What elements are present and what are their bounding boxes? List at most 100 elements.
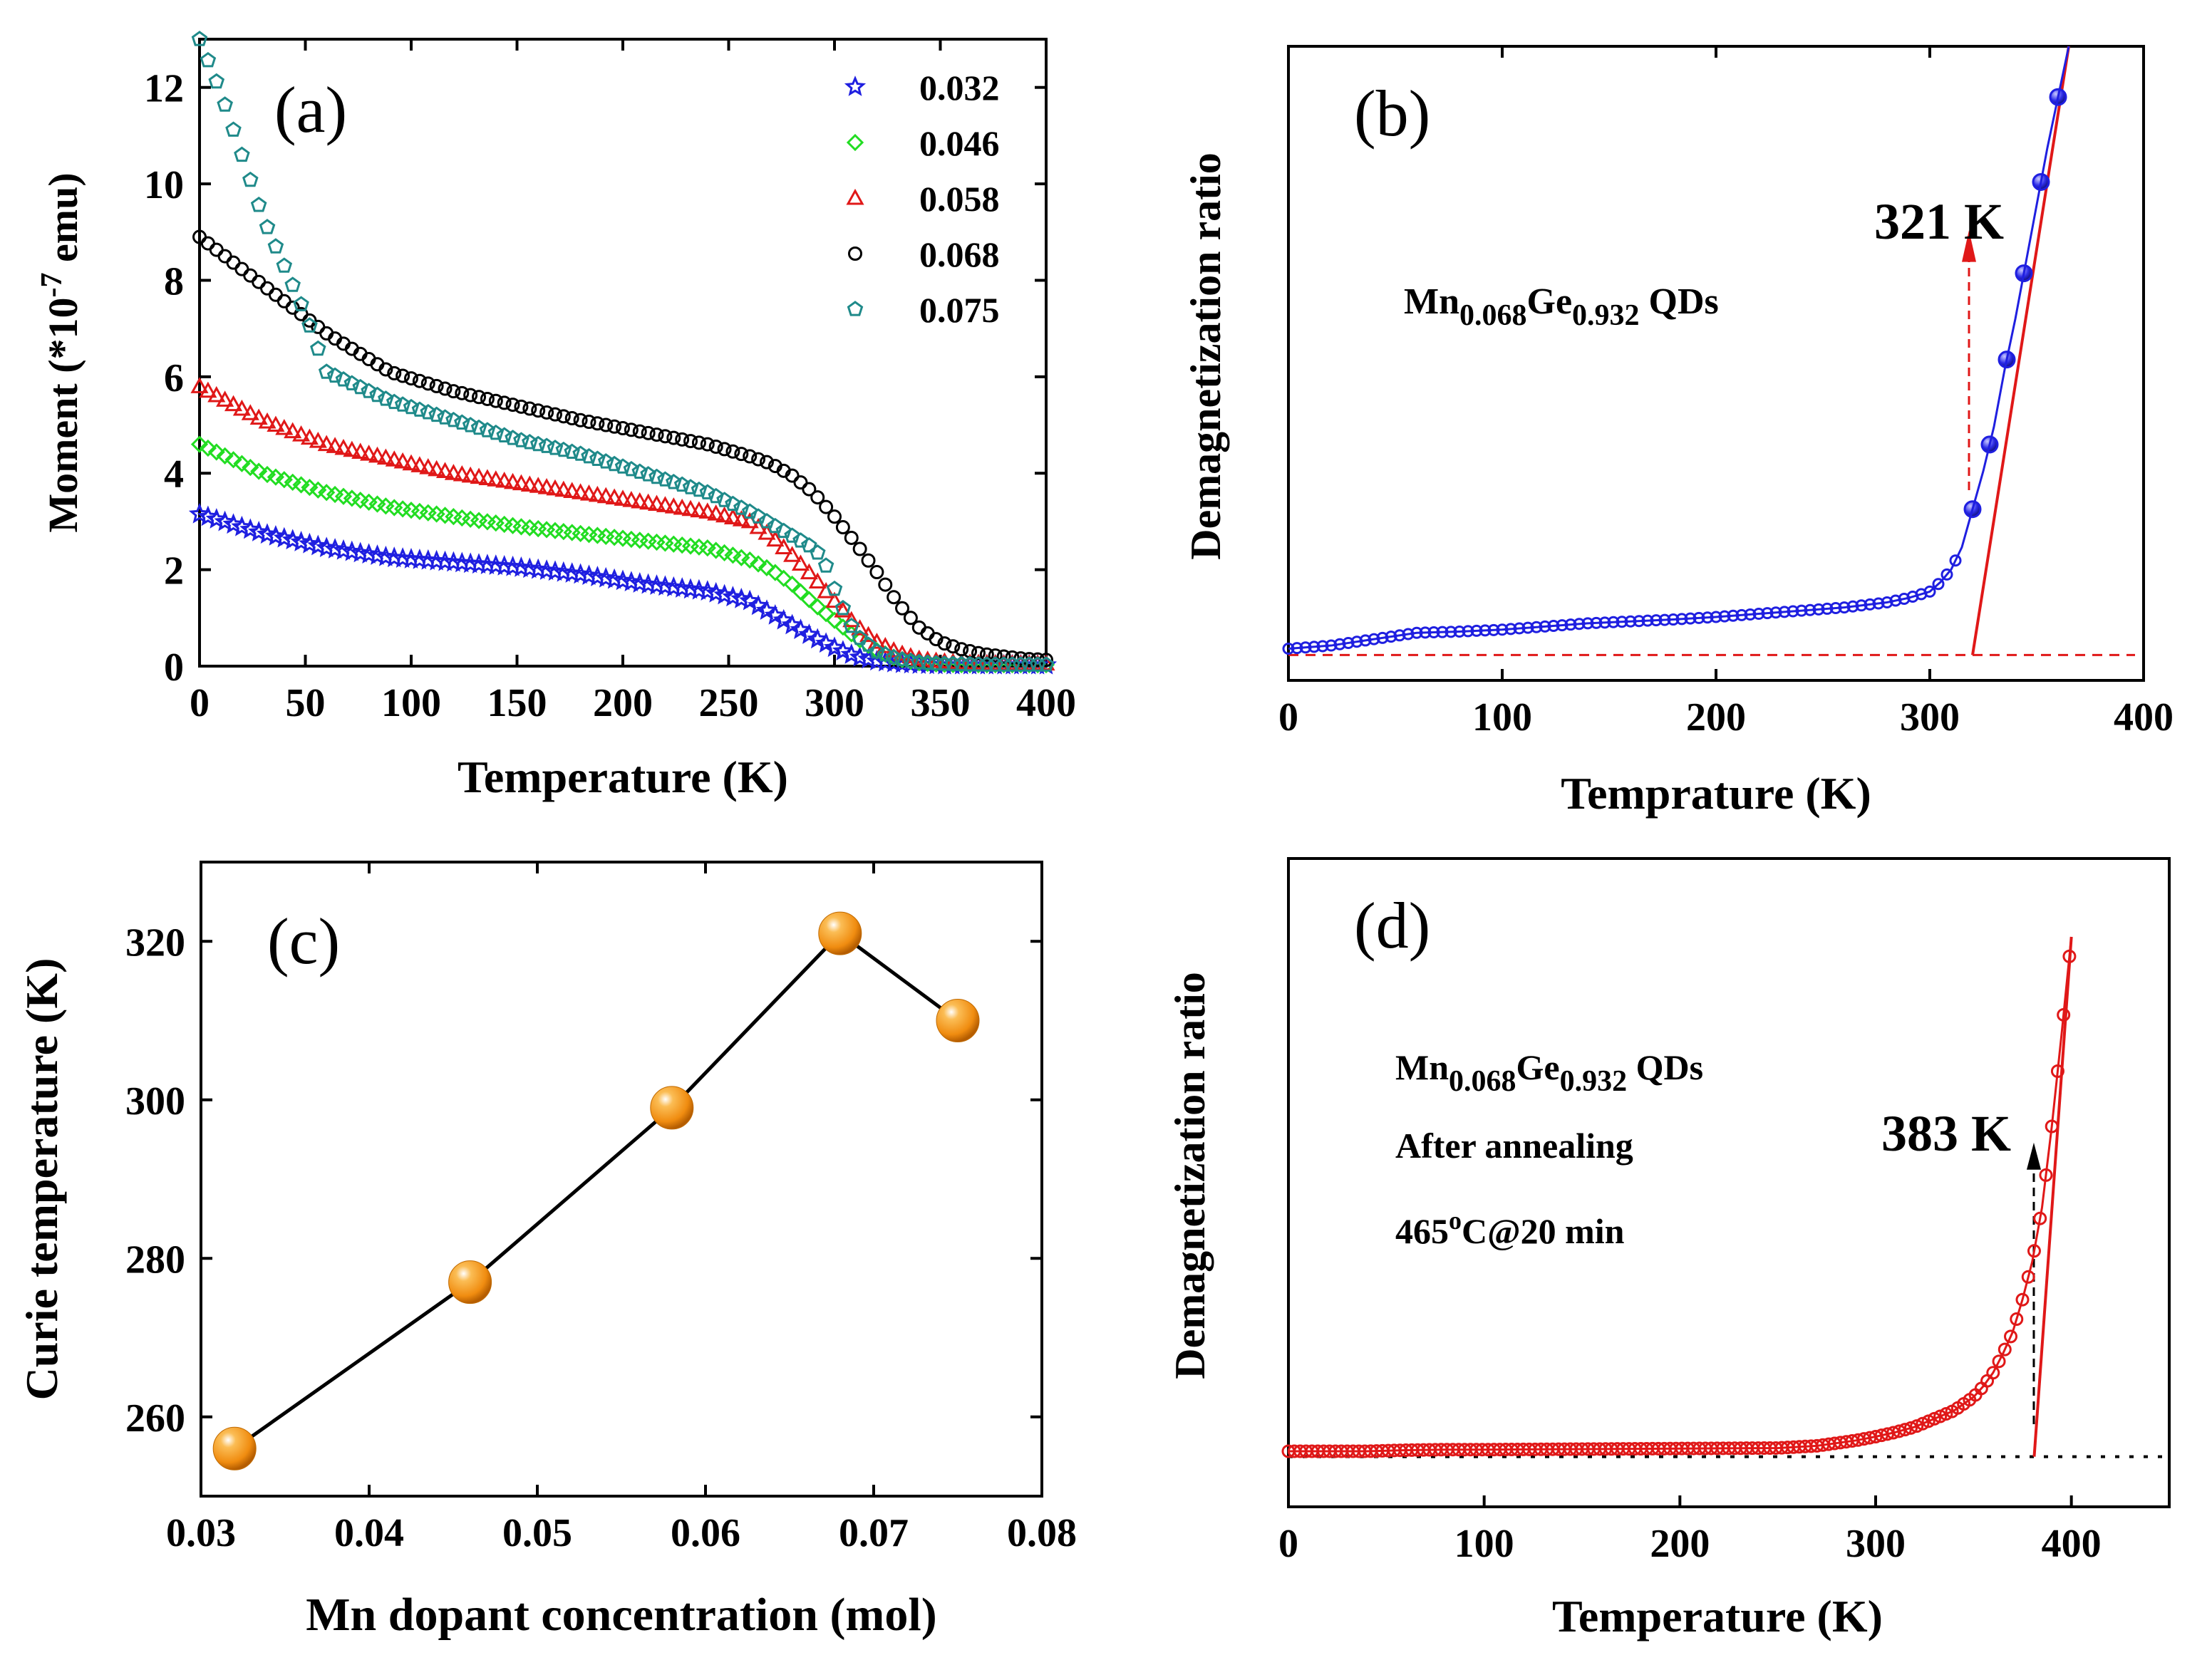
data-point	[791, 554, 810, 571]
data-point	[767, 517, 784, 534]
data-point	[267, 238, 284, 254]
data-point	[641, 425, 656, 440]
x-tick-label: 0	[190, 681, 210, 725]
data-point	[318, 363, 335, 379]
data-point	[250, 197, 267, 212]
data-point	[495, 471, 514, 488]
data-point	[861, 553, 876, 568]
data-point	[725, 495, 741, 512]
data-point	[225, 121, 242, 137]
data-point	[766, 564, 784, 581]
data-point	[448, 1260, 492, 1304]
panel-b-ticks: 0 100 200 300 400	[1278, 46, 2174, 740]
panel-c-label: (c)	[267, 905, 340, 977]
data-point	[1932, 578, 1945, 591]
data-point	[809, 598, 827, 616]
data-point	[1923, 585, 1936, 598]
data-point	[792, 532, 809, 548]
data-point	[480, 391, 495, 406]
data-point	[954, 642, 969, 657]
data-point	[928, 655, 944, 670]
x-tick-label: 200	[593, 681, 653, 725]
data-point	[590, 416, 605, 431]
data-point	[758, 559, 776, 577]
data-point	[209, 242, 224, 257]
data-point	[326, 367, 343, 383]
data-point	[402, 454, 420, 471]
data-point	[537, 477, 556, 494]
data-point	[895, 601, 910, 616]
data-point	[764, 603, 787, 625]
x-tick-label: 300	[805, 681, 864, 725]
data-point	[843, 617, 860, 633]
data-point	[743, 449, 758, 464]
x-tick-label: 400	[1016, 681, 1076, 725]
data-point	[605, 488, 624, 505]
data-point	[971, 645, 986, 660]
fit-line	[1971, 46, 2070, 655]
y-tick-label: 4	[164, 452, 184, 497]
data-point	[784, 527, 800, 543]
data-point	[292, 476, 310, 494]
data-point	[588, 485, 606, 502]
tc-arrow-head	[2026, 1142, 2041, 1170]
data-point	[428, 460, 446, 477]
data-point	[691, 435, 706, 450]
data-point	[216, 390, 234, 407]
data-point	[817, 557, 834, 573]
data-point	[429, 378, 444, 393]
data-point	[435, 462, 455, 479]
data-point	[834, 618, 852, 636]
data-point	[234, 146, 250, 162]
x-tick-label: 250	[699, 681, 759, 725]
data-point	[582, 415, 596, 430]
data-point	[200, 236, 215, 251]
data-point	[233, 455, 251, 472]
data-point	[259, 219, 276, 234]
data-point	[260, 281, 275, 296]
x-tick-label: 150	[487, 681, 547, 725]
data-point	[241, 404, 259, 420]
x-tick-label: 0.04	[334, 1511, 404, 1555]
data-point	[716, 492, 733, 507]
panel-b-series	[1282, 46, 2070, 655]
data-point	[835, 520, 850, 535]
data-point	[326, 437, 344, 453]
data-point	[216, 447, 234, 465]
data-point	[1892, 1424, 1906, 1438]
data-point	[393, 452, 412, 469]
data-point	[2004, 1329, 2018, 1344]
panel-d-annotation: Mn0.068Ge0.932 QDs	[1395, 1047, 1703, 1098]
legend-label-0.032: 0.032	[919, 68, 1000, 108]
data-point	[309, 481, 327, 499]
y-tick-label: 0	[164, 645, 184, 690]
panel-c-ylabel: Curie temperature (K)	[16, 958, 67, 1401]
data-point	[800, 563, 818, 580]
data-point	[832, 640, 854, 661]
data-point	[707, 504, 725, 521]
data-point	[647, 494, 666, 512]
data-point	[334, 438, 353, 455]
y-tick-label: 10	[144, 163, 184, 207]
data-point	[385, 450, 403, 467]
data-point	[699, 484, 716, 499]
data-point	[284, 276, 301, 292]
data-point	[2010, 1312, 2024, 1327]
data-point	[513, 432, 529, 447]
data-point	[267, 468, 285, 486]
series-line	[1288, 46, 2070, 650]
y-tick-label: 280	[125, 1238, 185, 1282]
data-point	[810, 490, 825, 505]
data-point	[343, 375, 361, 390]
data-point	[819, 499, 834, 514]
data-point	[815, 632, 837, 653]
data-point	[929, 632, 944, 647]
data-point	[748, 594, 770, 616]
data-point	[751, 452, 766, 467]
x-tick-label: 100	[381, 681, 441, 725]
series-0.075	[191, 31, 1055, 672]
data-point	[772, 608, 795, 630]
data-point	[1004, 656, 1020, 672]
data-point	[539, 405, 554, 420]
